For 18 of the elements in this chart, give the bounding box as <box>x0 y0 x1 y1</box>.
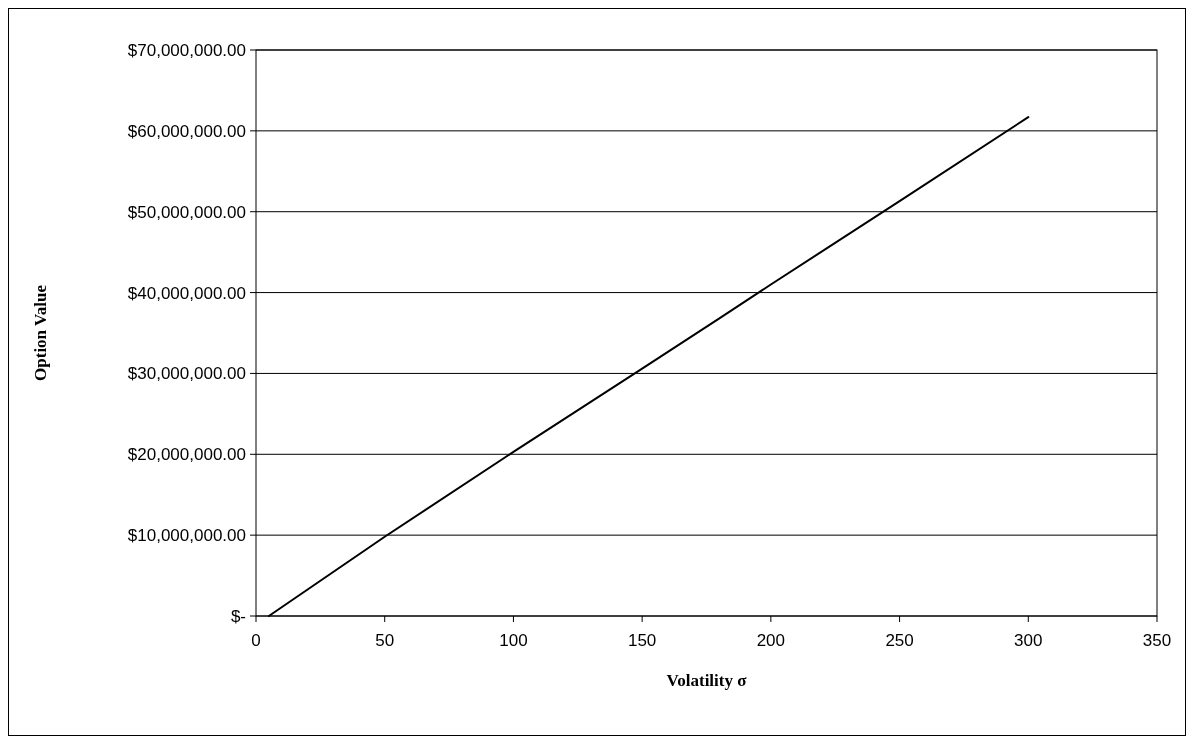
x-tick-label: 250 <box>885 631 914 650</box>
y-tick-label: $20,000,000.00 <box>127 445 246 465</box>
y-tick-label: $40,000,000.00 <box>127 283 246 303</box>
x-tick-label: 0 <box>251 631 261 650</box>
x-axis-title: Volatility σ <box>666 671 748 690</box>
y-tick-label: $10,000,000.00 <box>127 526 246 546</box>
y-axis-title: Option Value <box>31 284 50 381</box>
y-tick-label: $50,000,000.00 <box>127 202 246 222</box>
x-tick-label: 150 <box>627 631 657 650</box>
x-tick-label: 350 <box>1142 631 1172 650</box>
x-tick-label: 100 <box>499 631 528 650</box>
y-tick-label: $70,000,000.00 <box>127 40 246 60</box>
y-tick-label: $60,000,000.00 <box>127 121 246 141</box>
y-tick-label: $- <box>230 606 246 626</box>
y-tick-label: $30,000,000.00 <box>127 364 246 384</box>
x-tick-label: 50 <box>375 631 395 650</box>
x-tick-label: 200 <box>756 631 786 650</box>
x-tick-label: 300 <box>1014 631 1043 650</box>
